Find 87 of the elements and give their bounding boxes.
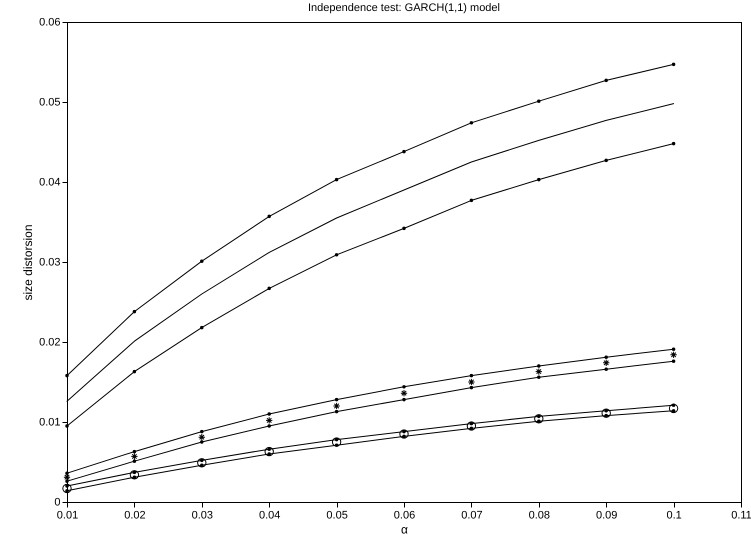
point	[130, 470, 140, 480]
y-tick-label: 0.03	[39, 256, 60, 268]
point	[132, 450, 136, 454]
y-axis-title: size distorsion	[21, 224, 36, 301]
x-tick-label: 0.07	[461, 510, 483, 522]
point	[604, 78, 608, 82]
point	[534, 414, 544, 424]
point	[535, 368, 542, 376]
point	[334, 178, 338, 182]
y-tick-label: 0.06	[39, 16, 60, 28]
point	[130, 452, 138, 460]
x-tick-label: 0.11	[731, 510, 751, 522]
x-tick-label: 0.1	[666, 510, 682, 522]
line-series	[66, 103, 674, 402]
x-tick-label: 0.05	[326, 510, 348, 522]
point	[267, 412, 271, 416]
point	[402, 150, 406, 154]
point	[402, 398, 406, 402]
x-tick-label: 0.02	[124, 510, 146, 522]
point	[602, 359, 610, 366]
point	[332, 402, 340, 410]
point	[537, 178, 541, 182]
point	[334, 410, 338, 414]
point	[602, 408, 611, 418]
point	[334, 443, 338, 447]
point	[332, 437, 342, 447]
x-tick-label: 0.08	[528, 510, 550, 522]
point	[670, 351, 678, 358]
point	[65, 489, 69, 493]
point	[402, 226, 406, 230]
point	[200, 440, 204, 444]
point	[132, 459, 136, 463]
chart-title: Independence test: GARCH(1,1) model	[308, 2, 500, 14]
point	[470, 386, 474, 390]
point	[399, 429, 409, 439]
point	[672, 359, 676, 363]
point	[470, 374, 474, 378]
point	[604, 367, 608, 371]
x-tick-label: 0.03	[192, 510, 214, 522]
point	[200, 326, 204, 330]
point	[402, 385, 406, 389]
point	[197, 458, 206, 468]
point	[200, 430, 204, 434]
point	[672, 409, 676, 413]
y-tick-label: 0.05	[39, 96, 60, 108]
point	[672, 62, 676, 66]
point	[132, 475, 136, 479]
point	[537, 364, 541, 368]
x-tick-label: 0.06	[394, 510, 416, 522]
point	[672, 142, 676, 146]
point	[470, 426, 474, 430]
point	[267, 214, 271, 218]
y-tick-label: 0.04	[39, 176, 60, 188]
point	[400, 390, 408, 397]
point	[264, 446, 274, 456]
y-tick-label: 0.02	[39, 336, 60, 348]
point	[132, 370, 136, 374]
point	[468, 378, 476, 386]
point	[267, 424, 271, 428]
point	[672, 347, 676, 351]
x-tick-label: 0.09	[596, 510, 618, 522]
point	[604, 355, 608, 359]
x-tick-label: 0.01	[56, 510, 78, 522]
point	[334, 253, 338, 257]
point	[65, 374, 69, 378]
point	[470, 121, 474, 125]
point	[668, 404, 678, 414]
point	[604, 158, 608, 162]
point	[470, 422, 474, 426]
y-tick-label: 0.01	[39, 416, 60, 428]
point	[466, 421, 476, 431]
x-tick-label: 0.04	[258, 510, 280, 522]
point	[62, 484, 72, 494]
point	[198, 434, 206, 441]
point	[402, 434, 406, 438]
point	[267, 286, 271, 290]
point	[470, 198, 474, 202]
point	[266, 416, 273, 424]
y-tick-label: 0	[54, 496, 60, 508]
point	[132, 310, 136, 314]
x-axis-title: α	[401, 522, 408, 536]
point	[200, 259, 204, 263]
point	[65, 479, 69, 483]
point	[537, 99, 541, 103]
point	[65, 424, 69, 428]
point	[334, 398, 338, 402]
point	[537, 375, 541, 379]
